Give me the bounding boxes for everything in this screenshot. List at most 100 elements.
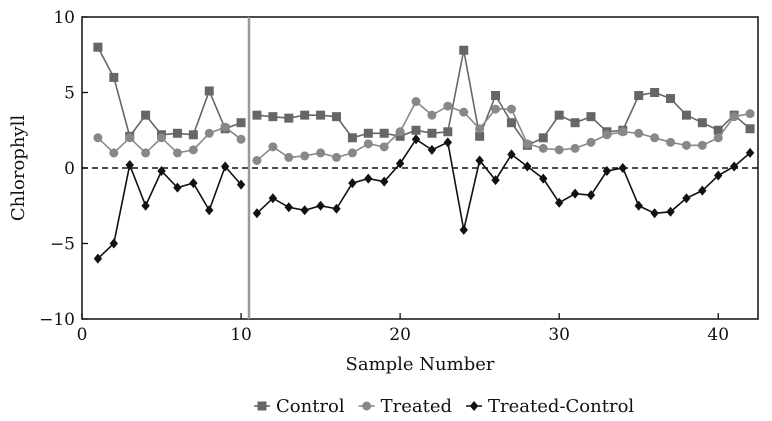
data-point — [284, 152, 294, 162]
data-point — [395, 158, 405, 169]
y-tick-label: −5 — [50, 235, 75, 255]
data-point — [554, 145, 564, 155]
data-point — [475, 131, 485, 141]
data-point — [459, 107, 469, 117]
data-point — [634, 200, 643, 211]
data-point — [380, 176, 389, 187]
data-point — [650, 208, 659, 219]
data-point — [236, 118, 246, 128]
data-point — [443, 101, 453, 111]
data-point — [379, 142, 389, 152]
y-tick-label: 10 — [53, 8, 75, 28]
data-point — [586, 112, 596, 122]
data-point — [586, 190, 596, 201]
legend-label: Control — [276, 396, 345, 417]
data-point — [93, 42, 103, 52]
data-point — [475, 124, 485, 134]
legend-label: Treated-Control — [488, 396, 634, 417]
data-point — [745, 109, 755, 119]
data-point — [681, 110, 691, 120]
data-point — [411, 125, 421, 135]
x-axis-label: Sample Number — [346, 354, 495, 375]
data-point — [506, 118, 516, 128]
data-point — [236, 134, 246, 144]
data-point — [491, 91, 501, 101]
data-point — [427, 110, 437, 120]
data-point — [300, 151, 310, 161]
series-line — [256, 50, 751, 147]
data-point — [491, 175, 500, 186]
ticks: 0 10 20 30 40 −10 −5 0 5 10 — [39, 8, 729, 345]
data-point — [141, 148, 151, 158]
data-point — [570, 188, 580, 199]
data-point — [698, 185, 707, 196]
data-point — [523, 161, 532, 172]
data-point — [666, 137, 676, 147]
data-point — [713, 133, 723, 143]
data-point — [125, 159, 134, 170]
data-point — [363, 139, 373, 149]
data-point — [252, 155, 262, 165]
data-point — [411, 134, 421, 145]
data-point — [331, 152, 341, 162]
data-point — [316, 200, 325, 211]
data-point — [173, 182, 182, 193]
data-point — [697, 140, 707, 150]
data-point — [93, 133, 103, 143]
data-point — [427, 144, 437, 155]
data-point — [316, 148, 326, 158]
data-point — [172, 148, 182, 158]
data-point — [252, 208, 262, 219]
y-tick-label: 5 — [64, 84, 75, 104]
data-point — [395, 127, 405, 137]
data-point — [714, 170, 723, 181]
y-tick-label: 0 — [64, 159, 75, 179]
data-point — [666, 206, 675, 217]
data-point — [109, 148, 119, 158]
series-line — [256, 138, 751, 231]
legend-item: Control — [254, 396, 345, 417]
data-point — [300, 205, 309, 216]
data-point — [697, 118, 707, 128]
data-point — [602, 166, 612, 177]
data-point — [347, 133, 357, 143]
data-point — [443, 127, 453, 137]
data-point — [332, 203, 341, 214]
series-treated-control — [93, 134, 755, 264]
x-tick-label: 40 — [707, 325, 729, 345]
x-tick-label: 30 — [548, 325, 570, 345]
data-point — [507, 149, 516, 160]
data-point — [538, 143, 548, 153]
data-point — [347, 148, 357, 158]
x-tick-label: 0 — [77, 325, 88, 345]
data-point — [157, 133, 167, 143]
data-point — [379, 128, 389, 138]
data-point — [586, 137, 596, 147]
data-point — [729, 112, 739, 122]
data-point — [220, 122, 230, 132]
data-point — [650, 88, 660, 97]
data-point — [331, 112, 341, 122]
data-point — [268, 193, 278, 204]
data-point — [411, 97, 421, 107]
data-point — [459, 45, 469, 55]
data-point — [713, 125, 723, 135]
data-point — [554, 197, 564, 208]
data-point — [189, 178, 198, 189]
data-point — [522, 139, 532, 149]
data-point — [141, 200, 150, 211]
data-point — [602, 130, 612, 140]
data-point — [539, 173, 548, 184]
legend-marker — [362, 401, 372, 411]
data-point — [745, 147, 755, 158]
data-point — [443, 137, 453, 148]
series-line — [97, 162, 242, 260]
data-point — [300, 110, 310, 120]
data-point — [681, 140, 691, 150]
legend-item: Treated-Control — [466, 396, 634, 417]
data-point — [157, 166, 166, 177]
data-point — [188, 145, 198, 155]
data-point — [634, 128, 644, 138]
data-point — [634, 91, 644, 101]
series-line — [97, 46, 242, 139]
